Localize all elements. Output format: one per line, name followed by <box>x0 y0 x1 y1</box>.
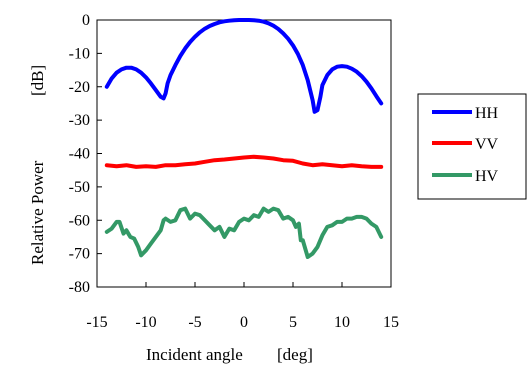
x-axis-label: Incident angle <box>146 345 243 364</box>
y-tick-label: -40 <box>69 146 90 163</box>
x-axis-unit: [deg] <box>277 345 313 364</box>
y-tick-labels: 0 -10 -20 -30 -40 -50 -60 -70 -80 <box>69 12 90 296</box>
legend-box <box>417 93 527 200</box>
x-tick-label: 5 <box>289 314 297 331</box>
series-line-hv <box>104 206 384 259</box>
x-tick-label: -5 <box>188 314 201 331</box>
plot-area-frame <box>96 19 392 288</box>
legend-label-hv: HV <box>475 168 499 185</box>
y-tick-label: -20 <box>69 79 90 96</box>
legend: HH VV HV <box>417 93 527 200</box>
legend-label-hh: HH <box>475 105 499 122</box>
y-tick-label: -80 <box>69 279 90 296</box>
y-tick-label: 0 <box>82 12 90 29</box>
y-tick-label: -30 <box>69 112 90 129</box>
y-tick-label: -70 <box>69 246 90 263</box>
x-tick-label: -10 <box>135 314 156 331</box>
series-line-hh <box>104 18 384 114</box>
x-tick-label: 10 <box>334 314 350 331</box>
x-tick-labels: -15 -10 -5 0 5 10 15 <box>86 314 399 331</box>
y-tick-label: -50 <box>69 179 90 196</box>
axis-ticks <box>96 19 392 288</box>
legend-label-vv: VV <box>475 136 499 153</box>
x-tick-label: 0 <box>240 314 248 331</box>
x-tick-label: -15 <box>86 314 107 331</box>
series-lines <box>104 18 384 259</box>
series-line-vv <box>104 154 384 169</box>
y-tick-label: -60 <box>69 212 90 229</box>
y-axis-label: Relative Power <box>28 160 47 265</box>
x-tick-label: 15 <box>383 314 399 331</box>
y-axis-unit: [dB] <box>28 65 47 96</box>
y-tick-label: -10 <box>69 45 90 62</box>
